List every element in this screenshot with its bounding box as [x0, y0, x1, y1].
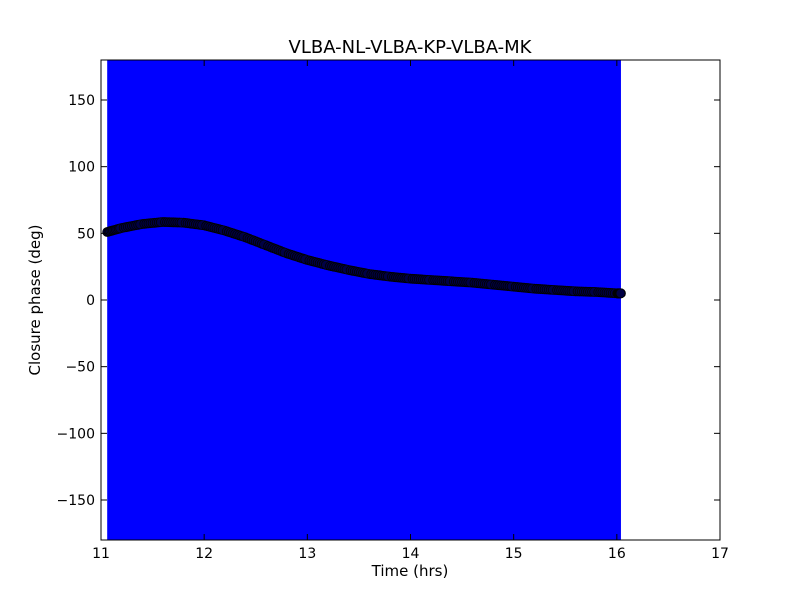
x-tick-label: 14	[402, 546, 420, 562]
data-track	[103, 217, 626, 299]
plot-area	[102, 60, 626, 540]
y-tick-label: −50	[65, 360, 95, 376]
y-tick-label: −150	[57, 493, 95, 509]
shaded-band	[107, 60, 621, 540]
x-tick-label: 12	[195, 546, 213, 562]
x-tick-label: 16	[608, 546, 626, 562]
x-axis-title: Time (hrs)	[371, 562, 449, 580]
y-tick-label: −100	[57, 426, 95, 442]
y-tick-label: 150	[68, 93, 95, 109]
y-axis-title: Closure phase (deg)	[26, 225, 44, 376]
x-tick-label: 13	[298, 546, 316, 562]
y-tick-label: 100	[68, 160, 95, 176]
y-tick-label: 0	[86, 293, 95, 309]
x-tick-label: 17	[711, 546, 729, 562]
x-tick-label: 15	[505, 546, 523, 562]
axes: 11 12 13 14 15 16 17 −150 −100 −50 0 50 100 150	[57, 59, 729, 562]
x-tick-label: 11	[92, 546, 110, 562]
chart-title: VLBA-NL-VLBA-KP-VLBA-MK	[289, 37, 533, 58]
data-point	[615, 288, 626, 299]
y-tick-label: 50	[77, 226, 95, 242]
